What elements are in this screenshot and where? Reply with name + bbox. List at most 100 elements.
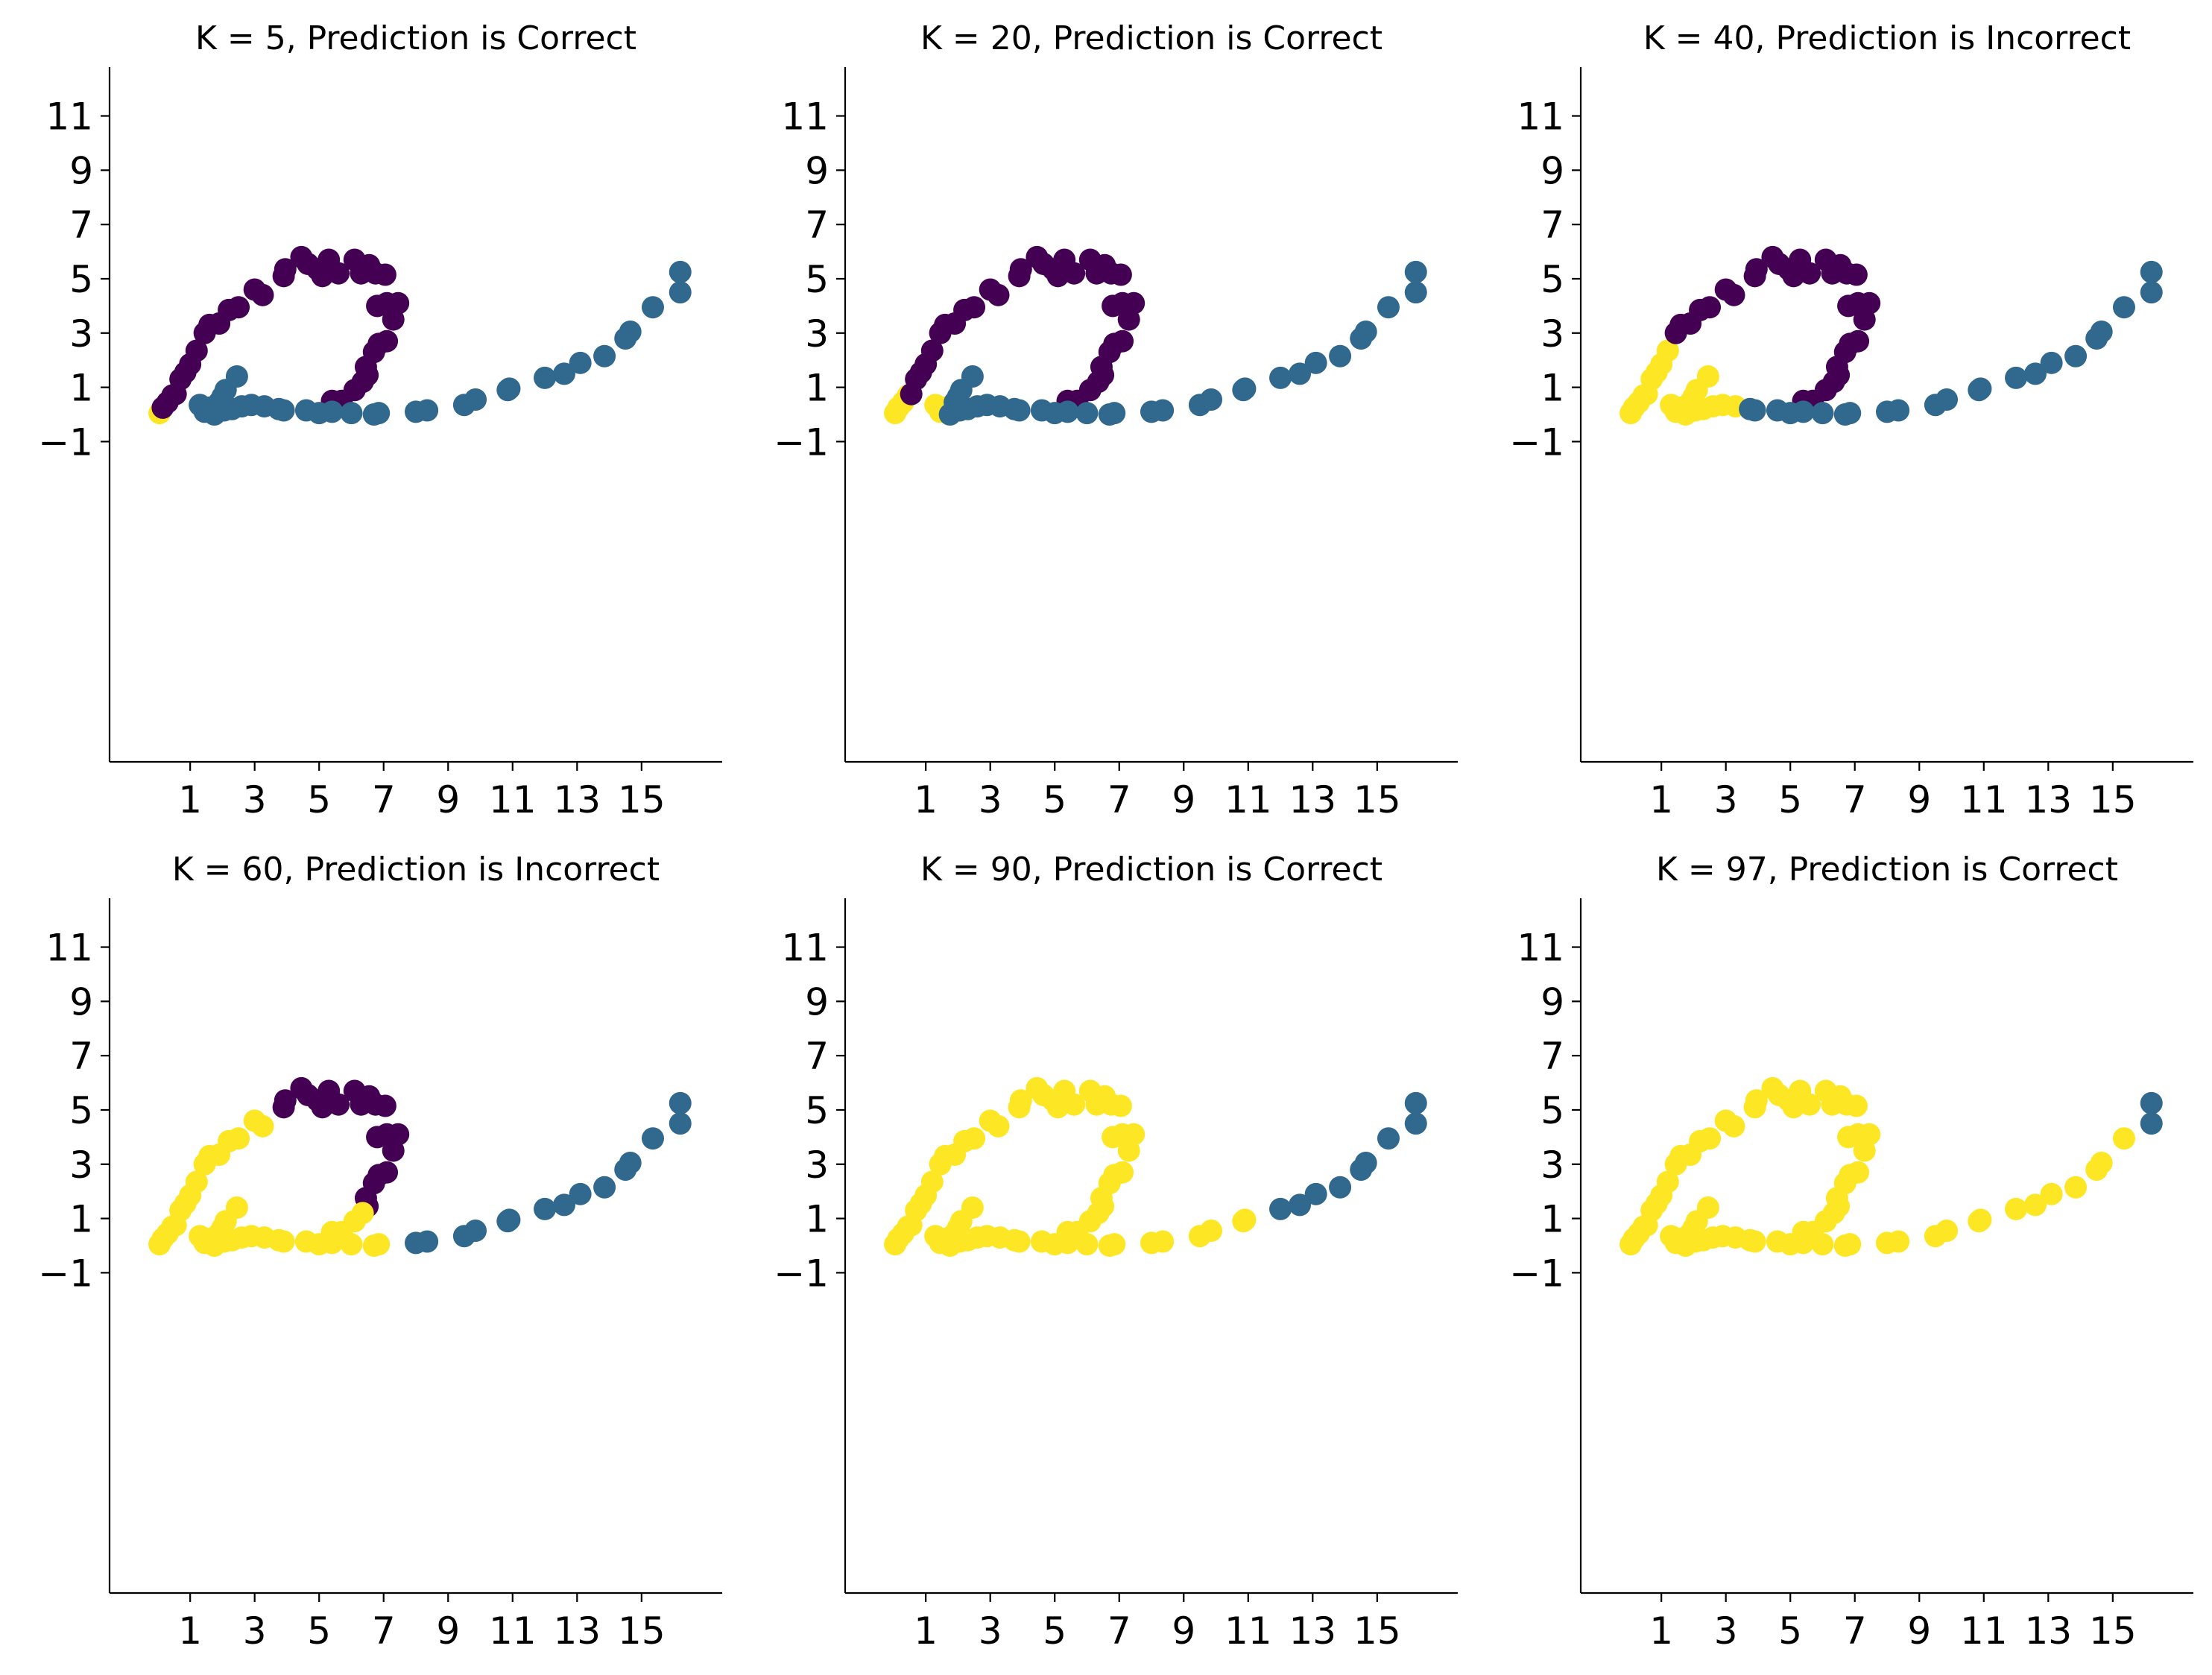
scatter-point	[1103, 402, 1126, 425]
x-tick-label: 9	[436, 778, 460, 821]
scatter-point	[1743, 399, 1766, 422]
scatter-point	[1117, 1139, 1140, 1162]
x-tick-label: 7	[1107, 778, 1131, 821]
x-tick-label: 15	[2089, 778, 2137, 821]
scatter-point	[1269, 1197, 1292, 1220]
y-tick-label: 7	[805, 204, 829, 247]
subplot-title: K = 5, Prediction is Correct	[195, 19, 636, 57]
scatter-point	[416, 399, 439, 422]
scatter-point	[1698, 1127, 1722, 1150]
scatter-point	[227, 1127, 250, 1150]
scatter-point	[669, 1112, 692, 1135]
x-tick-label: 1	[178, 1609, 202, 1653]
scatter-point	[327, 262, 350, 285]
scatter-point	[1839, 1233, 1862, 1256]
y-tick-label: 11	[781, 927, 829, 970]
scatter-points	[1619, 1076, 2163, 1257]
x-tick-label: 7	[1843, 1609, 1867, 1653]
x-tick-label: 3	[1714, 1609, 1738, 1653]
x-tick-label: 13	[2025, 1609, 2073, 1653]
scatter-point	[185, 339, 208, 362]
scatter-point	[1969, 377, 1992, 400]
y-tick-label: 1	[1540, 1198, 1564, 1241]
x-tick-label: 5	[307, 1609, 331, 1653]
y-tick-label: 5	[805, 258, 829, 301]
subplot-title: K = 40, Prediction is Incorrect	[1643, 19, 2131, 57]
x-tick-label: 3	[243, 778, 267, 821]
y-tick-label: 5	[69, 1089, 93, 1132]
scatter-point	[920, 1170, 944, 1193]
scatter-point	[1887, 399, 1910, 422]
scatter-point	[367, 1233, 391, 1256]
scatter-point	[340, 402, 363, 425]
scatter-point	[593, 1176, 616, 1199]
y-tick-label: −1	[1509, 1252, 1564, 1295]
scatter-point	[669, 1091, 692, 1114]
scatter-point	[416, 1230, 439, 1253]
y-tick-label: 9	[69, 980, 93, 1023]
scatter-point	[1698, 296, 1722, 319]
scatter-point	[1696, 365, 1719, 388]
scatter-point	[1722, 1114, 1745, 1138]
x-tick-label: 15	[1353, 1609, 1401, 1653]
y-tick-label: 1	[69, 367, 93, 410]
x-tick-label: 9	[436, 1609, 460, 1653]
y-tick-label: 9	[1540, 149, 1564, 192]
scatter-point	[963, 1127, 986, 1150]
scatter-point	[1009, 258, 1032, 281]
scatter-point	[2140, 1112, 2163, 1135]
scatter-point	[1656, 1170, 1679, 1193]
x-tick-label: 1	[178, 778, 202, 821]
scatter-point	[987, 1114, 1010, 1138]
x-tick-label: 5	[1778, 1609, 1802, 1653]
scatter-point	[1887, 1230, 1910, 1253]
scatter-point	[1935, 1219, 1959, 1242]
y-tick-label: 1	[805, 367, 829, 410]
scatter-point	[1798, 262, 1821, 285]
x-tick-label: 1	[1649, 1609, 1673, 1653]
scatter-point	[1845, 263, 1868, 286]
scatter-point	[1117, 308, 1140, 331]
x-tick-label: 9	[1172, 778, 1195, 821]
scatter-point	[534, 1197, 557, 1220]
y-tick-label: 5	[805, 1089, 829, 1132]
y-tick-label: 3	[69, 312, 93, 356]
scatter-point	[1853, 308, 1876, 331]
scatter-point	[2090, 1151, 2113, 1174]
scatter-point	[1289, 1193, 1312, 1217]
scatter-point	[963, 296, 986, 319]
scatter-point	[227, 296, 250, 319]
scatter-point	[1792, 1231, 1815, 1255]
y-tick-label: 5	[1540, 258, 1564, 301]
scatter-point	[1056, 1231, 1079, 1255]
x-tick-label: 3	[979, 778, 1002, 821]
scatter-point	[553, 362, 576, 385]
scatter-point	[1798, 1093, 1821, 1116]
y-tick-label: 11	[45, 927, 93, 970]
scatter-point	[641, 296, 664, 319]
scatter-point	[1696, 1196, 1719, 1220]
scatter-point	[272, 399, 295, 422]
x-tick-label: 15	[618, 778, 666, 821]
scatter-point	[464, 1219, 487, 1242]
x-tick-label: 9	[1907, 778, 1931, 821]
scatter-point	[2112, 296, 2135, 319]
scatter-point	[669, 260, 692, 283]
scatter-point	[1839, 402, 1862, 425]
scatter-point	[1722, 283, 1745, 306]
scatter-points	[148, 1076, 692, 1257]
scatter-point	[1969, 1208, 1992, 1231]
scatter-point	[382, 308, 405, 331]
x-tick-label: 9	[1907, 1609, 1931, 1653]
subplot-title: K = 60, Prediction is Incorrect	[172, 851, 660, 889]
x-tick-label: 11	[489, 778, 537, 821]
scatter-point	[2005, 1197, 2028, 1220]
scatter-point	[2112, 1127, 2135, 1150]
y-tick-label: 11	[781, 95, 829, 139]
scatter-point	[1329, 344, 1352, 368]
x-tick-label: 11	[1224, 1609, 1272, 1653]
